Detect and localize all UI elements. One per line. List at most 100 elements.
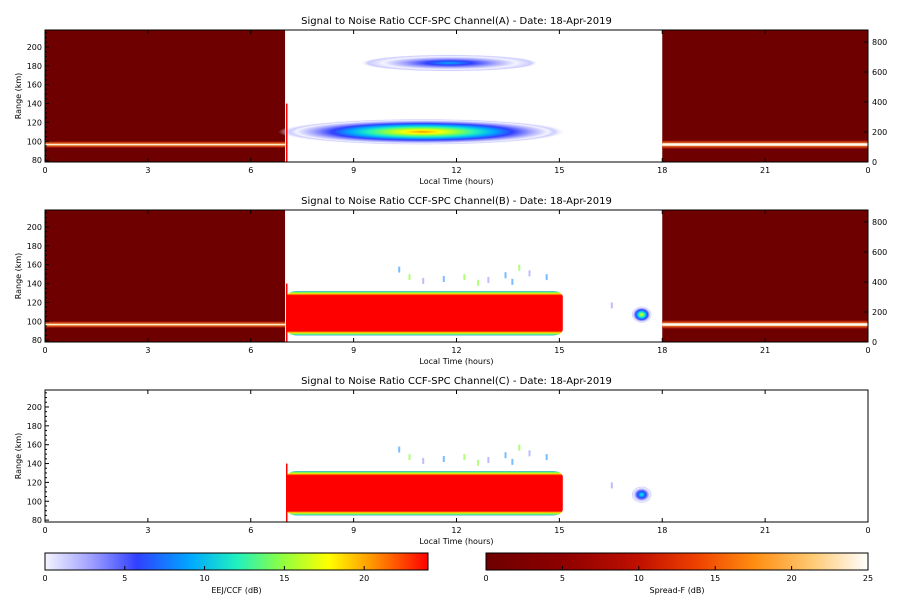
colorbar-gradient (485, 552, 869, 571)
scatter-echo (545, 454, 548, 461)
colorbar-tick-label: 5 (122, 574, 127, 583)
plot-area (45, 210, 868, 342)
panel-3: Signal to Noise Ratio CCF-SPC Channel(C)… (14, 376, 871, 546)
scatter-echo (477, 279, 480, 286)
scatter-echo (463, 454, 466, 461)
scatter-echo (518, 264, 521, 271)
y2-tick-label: 600 (872, 68, 887, 77)
colorbar-spreadf: 0 5 10 15 20 25 Spread-F (dB) (483, 552, 873, 595)
y-tick-label: 120 (27, 118, 42, 127)
x-tick-label: 9 (351, 166, 356, 175)
x-tick-label: 18 (657, 166, 667, 175)
y2-tick-label: 400 (872, 278, 887, 287)
x-tick-label: 6 (248, 526, 253, 535)
y-tick-label: 100 (27, 317, 42, 326)
x-tick-label: 21 (760, 346, 770, 355)
eej-echo (290, 475, 559, 511)
y-tick-label: 80 (32, 156, 42, 165)
scatter-echo (511, 458, 514, 465)
colorbar-eej: 0 5 10 15 20 EEJ/CCF (dB) (42, 552, 429, 595)
x-axis-label: Local Time (hours) (419, 537, 493, 546)
x-tick-label: 0 (42, 166, 47, 175)
scatter-echo (442, 456, 445, 462)
colorbar-gradient (44, 552, 429, 571)
x-tick-label: 21 (760, 166, 770, 175)
y2-tick-label: 0 (872, 338, 877, 347)
x-tick-label: 12 (451, 346, 461, 355)
colorbar-tick-label: 15 (710, 574, 720, 583)
colorbar-tick-label: 10 (634, 574, 644, 583)
y-tick-label: 80 (32, 516, 42, 525)
scatter-echo (408, 274, 411, 281)
x-tick-label: 0 (865, 166, 870, 175)
x-tick-label: 12 (451, 526, 461, 535)
panel-title: Signal to Noise Ratio CCF-SPC Channel(C)… (301, 376, 612, 387)
y-tick-label: 160 (27, 261, 42, 270)
x-tick-label: 12 (451, 166, 461, 175)
scatter-echo (528, 450, 531, 457)
y-tick-label: 180 (27, 242, 42, 251)
y2-tick-label: 200 (872, 128, 887, 137)
scatter-echo (422, 277, 425, 284)
colorbar-tick-label: 10 (199, 574, 209, 583)
y-tick-label: 120 (27, 298, 42, 307)
colorbar-tick-label: 0 (42, 574, 47, 583)
colorbar-tick-label: 5 (560, 574, 565, 583)
x-tick-label: 6 (248, 166, 253, 175)
scatter-echo (408, 454, 411, 461)
x-tick-label: 15 (554, 526, 564, 535)
y-axis-label: Range (km) (14, 433, 23, 480)
scatter-echo (398, 446, 401, 453)
y-tick-label: 180 (27, 422, 42, 431)
scatter-echo (504, 452, 507, 459)
scatter-echo (504, 272, 507, 279)
y-axis-label: Range (km) (14, 73, 23, 120)
scatter-echo (422, 457, 425, 464)
y-tick-label: 160 (27, 81, 42, 90)
scatter-echo (518, 444, 521, 451)
scatter-echo (610, 482, 613, 489)
x-tick-label: 15 (554, 346, 564, 355)
x-tick-label: 3 (145, 526, 150, 535)
y2-tick-label: 400 (872, 98, 887, 107)
y-tick-label: 200 (27, 223, 42, 232)
scatter-echo (545, 274, 548, 281)
colorbar-tick-label: 20 (787, 574, 797, 583)
colorbar-tick-label: 25 (863, 574, 873, 583)
eej-echo (631, 486, 652, 504)
spreadf-block (45, 210, 286, 342)
x-tick-label: 9 (351, 526, 356, 535)
colorbar-label: EEJ/CCF (dB) (211, 586, 261, 595)
y2-tick-label: 800 (872, 38, 887, 47)
plot-area (286, 444, 652, 522)
scatter-echo (610, 302, 613, 309)
spreadf-block (662, 30, 868, 162)
plot-area (45, 30, 868, 162)
y-tick-label: 80 (32, 336, 42, 345)
scatter-echo (487, 276, 490, 283)
scatter-echo (463, 274, 466, 281)
colorbar-tick-label: 15 (279, 574, 289, 583)
colorbar-tick-label: 0 (483, 574, 488, 583)
x-axis-label: Local Time (hours) (419, 177, 493, 186)
x-tick-label: 9 (351, 346, 356, 355)
x-tick-label: 15 (554, 166, 564, 175)
x-tick-label: 18 (657, 526, 667, 535)
y-axis-label: Range (km) (14, 253, 23, 300)
y-tick-label: 120 (27, 478, 42, 487)
x-tick-label: 18 (657, 346, 667, 355)
y-tick-label: 100 (27, 497, 42, 506)
x-tick-label: 6 (248, 346, 253, 355)
y-tick-label: 200 (27, 43, 42, 52)
x-tick-label: 3 (145, 346, 150, 355)
y2-tick-label: 0 (872, 158, 877, 167)
panel-2: Signal to Noise Ratio CCF-SPC Channel(B)… (14, 196, 887, 366)
y2-tick-label: 800 (872, 218, 887, 227)
y-tick-label: 200 (27, 403, 42, 412)
eej-echo (631, 306, 652, 324)
y-tick-label: 140 (27, 460, 42, 469)
y-tick-label: 180 (27, 62, 42, 71)
scatter-echo (487, 456, 490, 463)
scatter-echo (442, 276, 445, 282)
